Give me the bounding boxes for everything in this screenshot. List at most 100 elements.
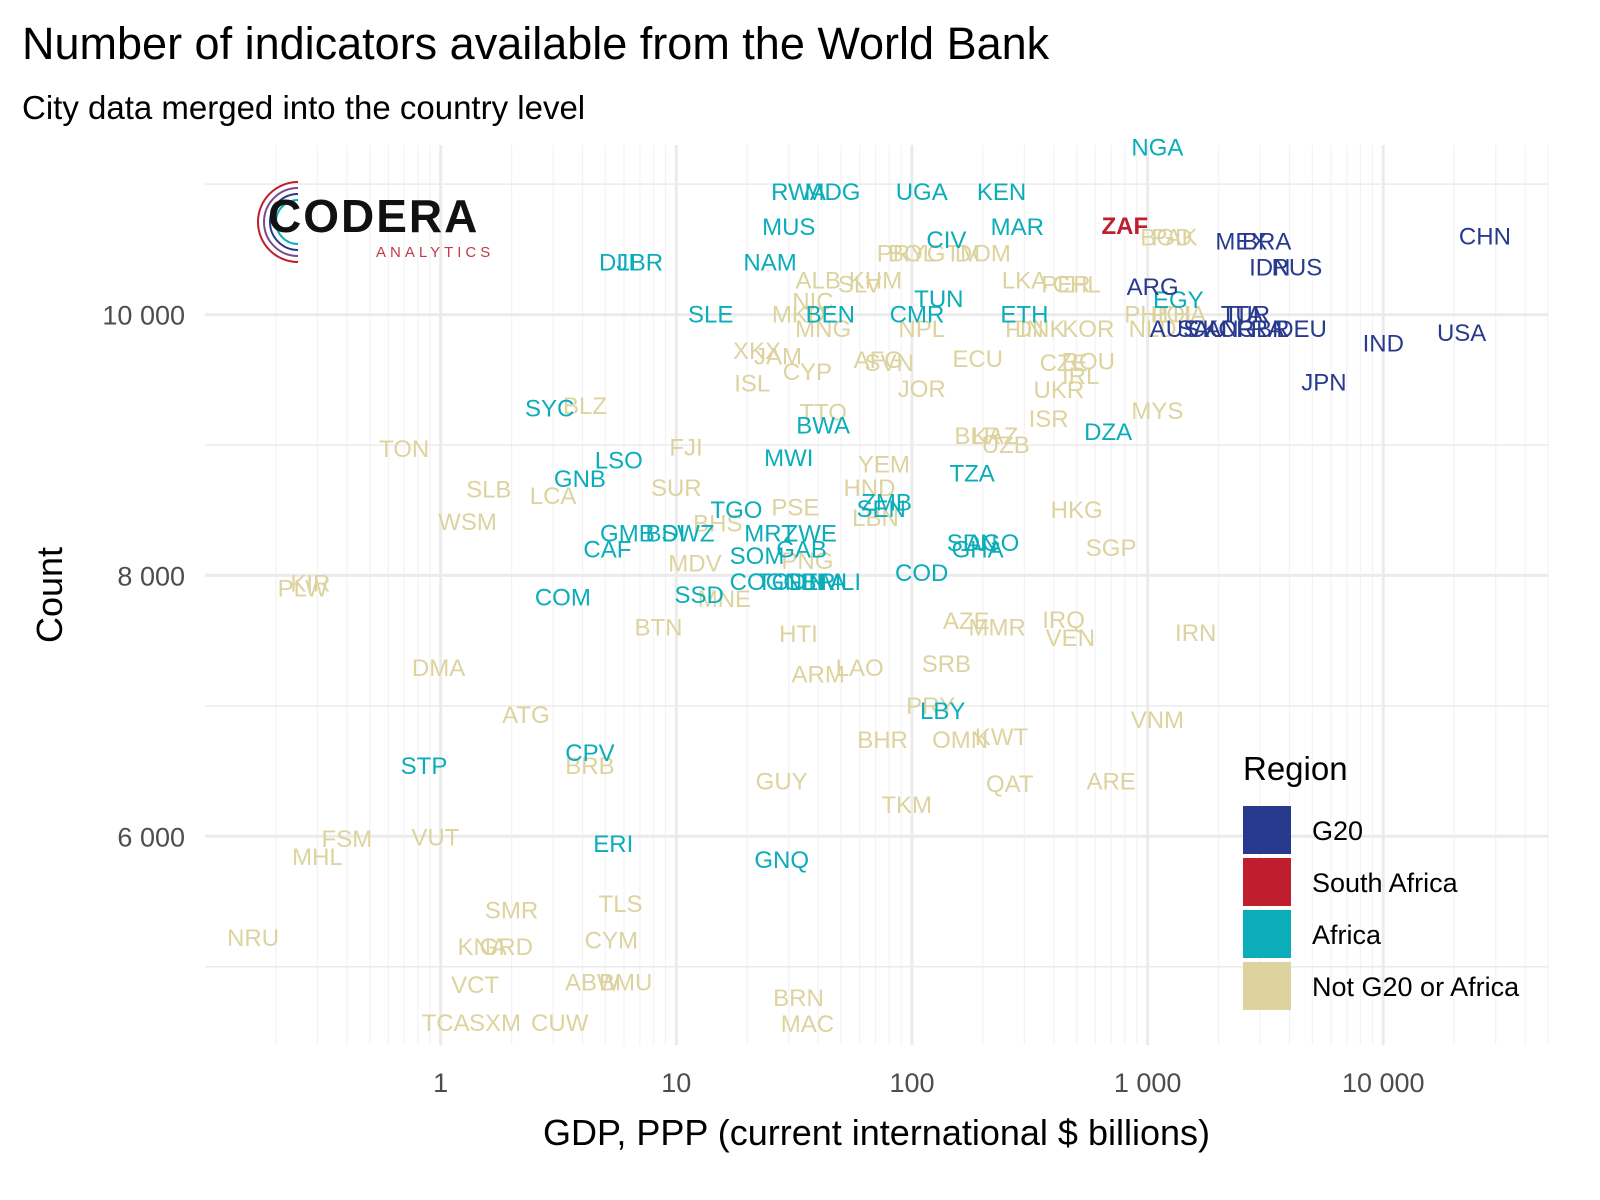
legend-swatch <box>1243 858 1291 906</box>
point-label-dom: DOM <box>955 240 1011 267</box>
point-label-ukr: UKR <box>1034 377 1085 404</box>
point-label-hkg: HKG <box>1051 497 1103 524</box>
point-label-mhl: MHL <box>292 844 343 871</box>
point-label-lbn: LBN <box>852 505 899 532</box>
point-label-pry: PRY <box>877 240 926 267</box>
point-label-yem: YEM <box>858 452 910 479</box>
y-tick-label: 10 000 <box>102 301 185 331</box>
point-label-bgd: BGD <box>1140 225 1192 252</box>
point-label-kir: KIR <box>290 570 330 597</box>
y-axis-title: Count <box>29 547 70 643</box>
point-label-png: PNG <box>781 548 833 575</box>
point-label-ben: BEN <box>806 302 855 329</box>
point-label-stp: STP <box>401 753 448 780</box>
point-label-egy: EGY <box>1153 287 1204 314</box>
point-label-nic: NIC <box>792 289 833 316</box>
point-label-mac: MAC <box>781 1011 834 1038</box>
x-tick-label: 10 <box>661 1068 691 1098</box>
point-label-khm: KHM <box>849 268 902 295</box>
legend-title: Region <box>1243 750 1348 787</box>
x-tick-label: 100 <box>889 1068 934 1098</box>
point-label-nam: NAM <box>743 249 796 276</box>
point-label-usa: USA <box>1437 320 1486 347</box>
point-label-gha: GHA <box>952 536 1004 563</box>
point-label-npl: NPL <box>898 316 945 343</box>
point-label-hnd: HND <box>843 475 895 502</box>
point-label-gnq: GNQ <box>754 847 809 874</box>
point-label-ken: KEN <box>977 179 1026 206</box>
point-label-fsm: FSM <box>322 826 373 853</box>
point-label-vnm: VNM <box>1131 707 1184 734</box>
point-label-mar: MAR <box>991 214 1044 241</box>
point-label-aus: AUS <box>1150 316 1199 343</box>
point-label-guy: GUY <box>756 769 808 796</box>
y-tick-label: 8 000 <box>117 561 185 591</box>
point-label-mys: MYS <box>1131 398 1183 425</box>
legend-label: Africa <box>1312 920 1382 950</box>
point-label-pse: PSE <box>771 495 819 522</box>
point-label-aze: AZE <box>943 608 990 635</box>
point-label-jpn: JPN <box>1301 369 1346 396</box>
point-label-plw: PLW <box>278 575 329 602</box>
point-label-pak: PAK <box>1151 225 1197 252</box>
point-label-bhs: BHS <box>693 510 742 537</box>
point-label-mdg: MDG <box>804 179 860 206</box>
point-label-nga: NGA <box>1131 135 1183 162</box>
point-label-pol: POL <box>1150 302 1198 329</box>
point-label-eth: ETH <box>1000 302 1048 329</box>
point-label-bmu: BMU <box>599 969 652 996</box>
point-label-ner: NER <box>785 569 836 596</box>
point-label-phl: PHL <box>1124 302 1171 329</box>
chart-title: Number of indicators available from the … <box>22 18 1050 69</box>
point-label-gab: GAB <box>776 536 827 563</box>
point-label-wsm: WSM <box>438 509 497 536</box>
point-label-isl: ISL <box>734 371 770 398</box>
legend-swatch <box>1243 806 1291 854</box>
point-label-ita: ITA <box>1228 302 1264 329</box>
point-label-hti: HTI <box>779 621 818 648</box>
point-label-omn: OMN <box>932 727 988 754</box>
point-label-caf: CAF <box>583 536 631 563</box>
point-label-lao: LAO <box>836 655 884 682</box>
point-label-nld: NLD <box>1129 316 1177 343</box>
point-label-tto: TTO <box>799 399 847 426</box>
point-label-abw: ABW <box>565 969 620 996</box>
point-label-mus: MUS <box>762 214 815 241</box>
point-label-per: PER <box>1041 272 1090 299</box>
point-label-gmb: GMB <box>600 521 655 548</box>
point-label-lby: LBY <box>920 698 965 725</box>
point-label-ago: AGO <box>966 530 1019 557</box>
point-label-dza: DZA <box>1084 419 1132 446</box>
point-label-arg: ARG <box>1127 274 1179 301</box>
point-label-syc: SYC <box>525 395 574 422</box>
point-label-sgp: SGP <box>1086 535 1137 562</box>
point-label-alb: ALB <box>796 268 841 295</box>
point-label-uzb: UZB <box>982 432 1030 459</box>
point-label-kna: KNA <box>457 934 506 961</box>
codera-logo: CODERA ANALYTICS <box>248 178 548 268</box>
point-label-jor: JOR <box>898 376 946 403</box>
point-label-zwe: ZWE <box>784 521 837 548</box>
point-label-fin: FIN <box>1005 316 1044 343</box>
point-label-tza: TZA <box>949 461 994 488</box>
point-label-sur: SUR <box>651 475 702 502</box>
point-label-kor: KOR <box>1062 316 1114 343</box>
point-label-tun: TUN <box>914 286 963 313</box>
point-label-srb: SRB <box>922 651 971 678</box>
point-label-ton: TON <box>379 436 429 463</box>
point-label-cyp: CYP <box>783 359 832 386</box>
point-label-bol: BOL <box>888 240 936 267</box>
point-label-tcd: TCD <box>757 569 806 596</box>
point-label-lso: LSO <box>595 448 643 475</box>
point-label-cuw: CUW <box>531 1010 589 1037</box>
point-label-vut: VUT <box>411 825 459 852</box>
point-label-chl: CHL <box>1053 272 1101 299</box>
legend-label: Not G20 or Africa <box>1312 972 1520 1002</box>
point-label-cmr: CMR <box>890 302 945 329</box>
point-label-uga: UGA <box>896 179 948 206</box>
point-label-ecu: ECU <box>952 346 1003 373</box>
point-label-isr: ISR <box>1029 406 1069 433</box>
point-label-irn: IRN <box>1175 620 1216 647</box>
point-label-mli: MLI <box>821 569 861 596</box>
